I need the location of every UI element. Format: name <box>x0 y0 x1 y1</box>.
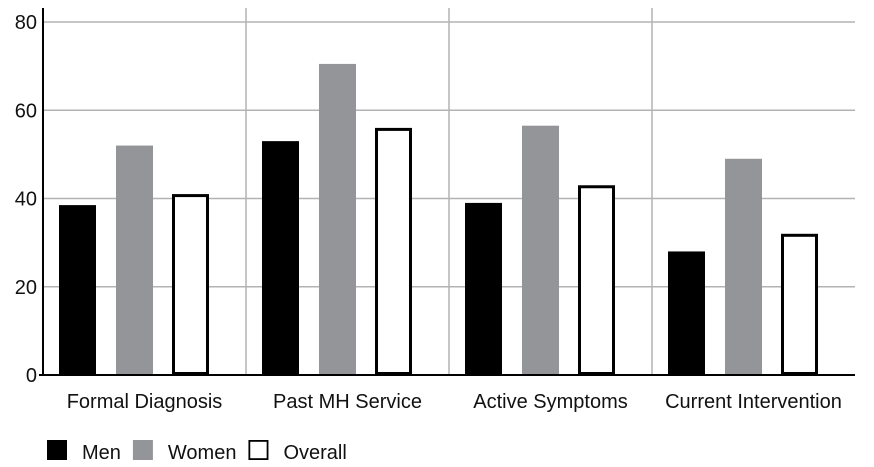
bar-women-formal-diagnosis <box>116 145 153 375</box>
legend-swatch-overall <box>248 439 269 460</box>
legend: Men Women Overall <box>47 439 347 464</box>
legend-swatch-women <box>132 440 153 460</box>
bar-overall-formal-diagnosis <box>172 194 209 375</box>
bar-men-past-mh-service <box>262 141 299 375</box>
y-tick-label-60: 60 <box>15 100 37 122</box>
x-category-label-current-intervention: Current Intervention <box>665 391 842 413</box>
x-category-labels: Formal Diagnosis Past MH Service Active Sy… <box>67 391 842 413</box>
bar-overall-current-intervention <box>781 233 818 375</box>
bar-women-past-mh-service <box>319 63 356 375</box>
y-tick-label-0: 0 <box>26 365 37 387</box>
y-tick-labels: 0 20 40 60 80 <box>15 12 37 387</box>
bar-women-current-intervention <box>725 158 762 375</box>
x-category-label-past-mh-service: Past MH Service <box>273 391 422 413</box>
x-category-label-active-symptoms: Active Symptoms <box>473 391 627 413</box>
y-tick-label-20: 20 <box>15 277 37 299</box>
legend-label-women: Women <box>168 442 237 462</box>
legend-label-men: Men <box>82 442 121 462</box>
y-tick-label-80: 80 <box>15 12 37 34</box>
bar-men-current-intervention <box>668 251 705 375</box>
bar-men-active-symptoms <box>465 202 502 375</box>
axes <box>39 8 855 376</box>
y-tick-label-40: 40 <box>15 189 37 211</box>
bar-overall-active-symptoms <box>578 185 615 375</box>
legend-swatch-men <box>47 440 67 460</box>
legend-label-overall: Overall <box>283 442 346 462</box>
bar-women-active-symptoms <box>522 125 559 375</box>
bar-men-formal-diagnosis <box>59 205 96 375</box>
bars <box>59 63 818 375</box>
bar-overall-past-mh-service <box>375 127 412 375</box>
x-category-label-formal-diagnosis: Formal Diagnosis <box>67 391 223 413</box>
